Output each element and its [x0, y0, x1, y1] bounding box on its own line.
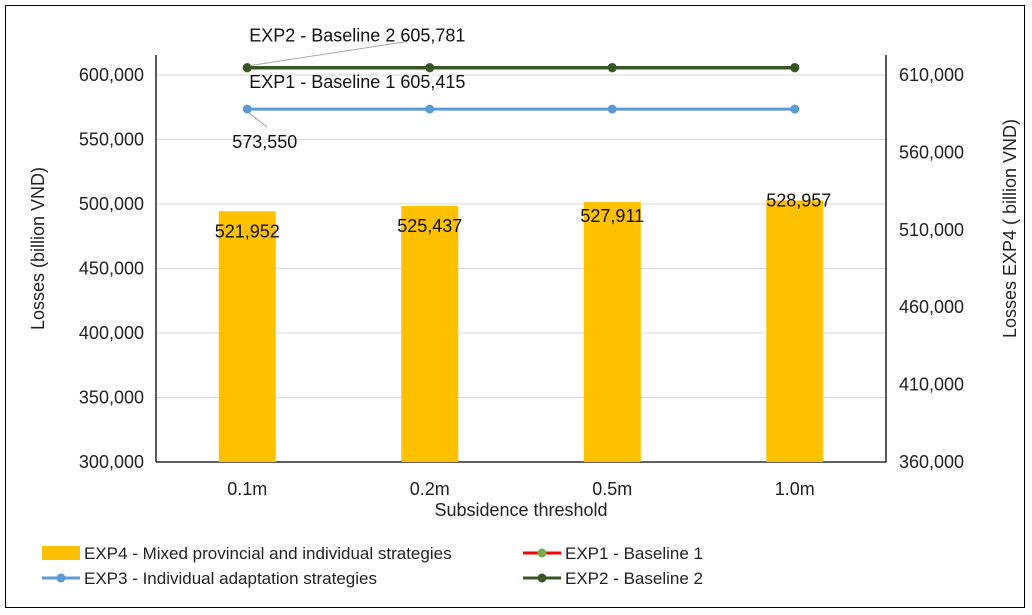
y-left-tick-label: 300,000 [79, 452, 144, 472]
bar-data-label: 521,952 [215, 221, 280, 241]
legend-label: EXP2 - Baseline 2 [565, 569, 703, 588]
data-point [425, 63, 435, 73]
leader-line [250, 41, 408, 67]
line-data-label: EXP1 - Baseline 1 605,415 [249, 72, 465, 92]
legend-marker [537, 548, 547, 558]
y-right-tick-label: 410,000 [899, 375, 964, 395]
legend-marker [537, 573, 547, 583]
data-point [425, 104, 435, 114]
legend-label: EXP4 - Mixed provincial and individual s… [84, 544, 452, 563]
y-right-tick-label: 460,000 [899, 297, 964, 317]
legend-label: EXP3 - Individual adaptation strategies [84, 569, 377, 588]
y-right-axis-title: Losses EXP4 ( billion VND) [1000, 119, 1020, 338]
x-tick-label: 0.1m [227, 479, 267, 499]
legend-label: EXP1 - Baseline 1 [565, 544, 703, 563]
x-tick-label: 1.0m [775, 479, 815, 499]
bar [766, 200, 824, 462]
x-tick-label: 0.5m [592, 479, 632, 499]
chart-frame: 300,000 350,000 400,000 450,000 500,000 550,0… [5, 5, 1025, 608]
x-axis-title: Subsidence threshold [434, 500, 607, 520]
bar-data-label: 527,911 [580, 206, 644, 226]
y-left-tick-label: 350,000 [79, 388, 144, 408]
y-left-tick-label: 450,000 [79, 259, 144, 279]
line-data-label: 573,550 [232, 132, 297, 152]
y-left-tick-label: 550,000 [79, 130, 144, 150]
data-point [607, 63, 617, 73]
bar-data-label: 525,437 [397, 216, 462, 236]
data-point [607, 104, 617, 114]
bar [218, 211, 276, 462]
y-right-tick-label: 610,000 [899, 65, 964, 85]
combo-chart: 300,000 350,000 400,000 450,000 500,000 550,0… [28, 26, 1020, 588]
data-point [790, 104, 800, 114]
leader-line [248, 112, 268, 128]
data-point [242, 104, 252, 114]
legend-marker [56, 573, 66, 583]
y-right-tick-label: 560,000 [899, 142, 964, 162]
data-point [790, 63, 800, 73]
y-right-tick-label: 360,000 [899, 452, 964, 472]
bar-data-label: 528,957 [766, 190, 831, 210]
x-tick-label: 0.2m [410, 479, 450, 499]
bar [401, 205, 459, 463]
bar [583, 202, 641, 462]
legend-swatch [42, 546, 80, 560]
y-left-tick-label: 400,000 [79, 323, 144, 343]
data-point [242, 63, 252, 73]
y-left-tick-label: 500,000 [79, 194, 144, 214]
y-left-tick-label: 600,000 [79, 65, 144, 85]
line-data-label: EXP2 - Baseline 2 605,781 [249, 26, 465, 46]
y-right-tick-label: 510,000 [899, 220, 964, 240]
y-left-axis-title: Losses (billion VND) [28, 167, 48, 330]
